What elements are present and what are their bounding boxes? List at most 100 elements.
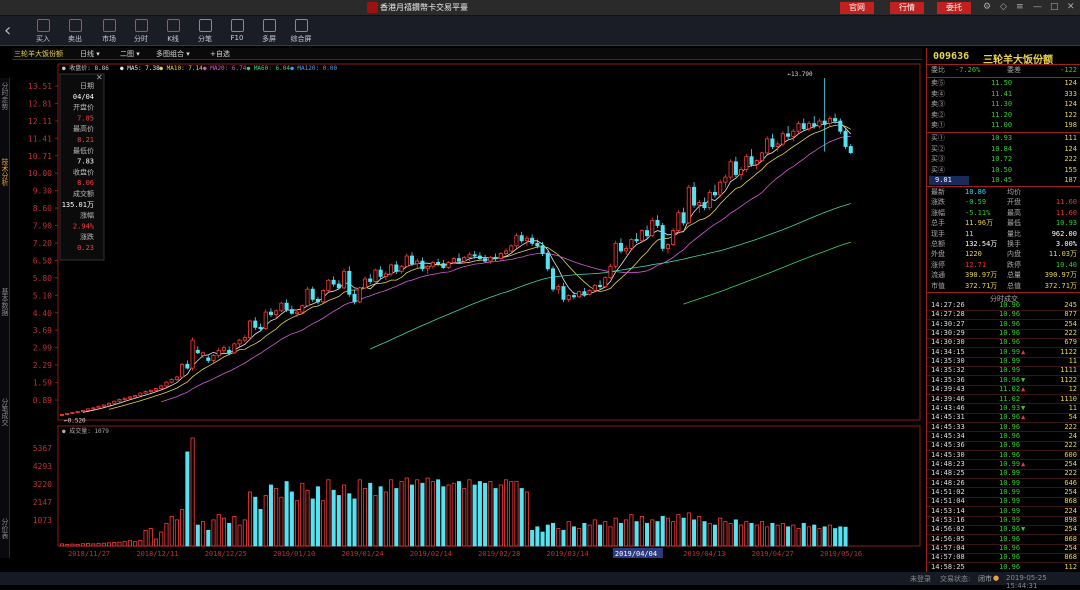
volume-bar (180, 509, 185, 547)
settings-icon[interactable]: ⚙ (983, 2, 992, 12)
add-favorite-button[interactable]: +自选 (210, 50, 230, 58)
tick-time: 14:39:46 (931, 394, 965, 403)
toolbar-kline-button[interactable]: K线 (160, 19, 186, 44)
close-icon[interactable]: ✕ (1067, 2, 1075, 12)
stat-value: 11.96万 (965, 219, 994, 228)
tick-price: 10.96 (999, 301, 1021, 309)
tick-row-divider (927, 515, 1080, 517)
price-tick-label: 4.40 (33, 309, 52, 318)
bid-row: 买④ 10.50 155 (931, 166, 1077, 175)
date-tick-label: 2018/12/11 (136, 550, 178, 558)
candle-body (838, 120, 843, 132)
stat-label: 市值 (931, 281, 945, 290)
quote-button[interactable]: 行情 (890, 2, 924, 14)
tick-volume: 254 (1064, 525, 1077, 534)
candle-body (796, 123, 801, 132)
toolbar-multiscreen-button[interactable]: 多屏 (256, 19, 282, 44)
ask-row: 卖⑤ 11.50 124 (931, 79, 1077, 88)
security-name-tab[interactable]: 三轮羊大饭份额 (14, 50, 63, 58)
volume-bar (420, 482, 425, 547)
volume-bar (770, 522, 775, 547)
toolbar-f10-button[interactable]: F10 (224, 19, 250, 42)
toolbar-timeshare-button[interactable]: 分时 (128, 19, 154, 44)
tick-price: 10.96 (999, 441, 1021, 450)
website-button[interactable]: 官网 (840, 2, 874, 14)
candle-body (451, 258, 456, 263)
leftnav-item-3[interactable]: 分笔成交 (1, 398, 9, 426)
volume-bar (645, 522, 650, 547)
maximize-icon[interactable]: □ (1050, 2, 1059, 12)
toolbar-buy-button[interactable]: 买入 (30, 19, 56, 44)
candle-body (305, 288, 310, 307)
candle-body (221, 347, 226, 351)
toolbar-market-button[interactable]: 市场 (96, 19, 122, 44)
selected-price-box[interactable]: 9.01 (929, 176, 969, 185)
volume-bar (806, 526, 812, 547)
tick-time: 14:45:30 (931, 450, 965, 459)
kline-chart[interactable]: 13.51 12.81 12.11 11.41 10.71 10.00 9.30 8.60 7.… (12, 60, 922, 570)
date-tick-label: 2019/01/10 (273, 550, 315, 558)
volume-bar (514, 481, 519, 547)
volume-bar (477, 481, 482, 547)
price-tick-label: 12.81 (28, 99, 52, 108)
minimize-icon[interactable]: — (1033, 2, 1042, 12)
toolbar-overview-button[interactable]: 综合屏 (288, 19, 314, 44)
price-tick-label: 7.20 (33, 239, 52, 248)
tick-volume: 600 (1064, 450, 1077, 459)
skin-icon[interactable]: ◇ (1000, 2, 1007, 12)
info-open-label: 开盘价 (73, 103, 94, 112)
candle-body (603, 277, 608, 288)
chart-tab-bar: 三轮羊大饭份额 日线 ▾ 二图 ▾ 多图组合 ▾ +自选 (12, 48, 922, 60)
candle-body (754, 160, 759, 165)
candle-body (697, 202, 702, 206)
down-arrow-icon: ▼ (1021, 403, 1026, 412)
leftnav-item-0[interactable]: 分时走势 (1, 82, 9, 110)
candle-body (629, 239, 634, 249)
candle-body (237, 339, 242, 345)
pane-select[interactable]: 二图 ▾ (120, 50, 140, 58)
tick-row: 14:39:43 11.02 12 ▲ (931, 385, 1077, 394)
stat-label-2: 跌停 (1007, 260, 1021, 269)
volume-bar (686, 512, 691, 547)
candle-body (733, 161, 738, 175)
candle-body (143, 391, 148, 394)
webi-label: 委比 (931, 66, 945, 74)
candle-body (159, 385, 164, 389)
volume-tick-label: 5367 (33, 444, 52, 453)
tick-price: 10.99 (999, 516, 1021, 525)
tick-time: 14:48:26 (931, 478, 965, 487)
tick-time: 14:27:28 (931, 310, 965, 319)
trade-button[interactable]: 委托 (937, 2, 971, 14)
candle-body (321, 290, 326, 303)
tick-row: 14:53:14 10.99 224 (931, 507, 1077, 516)
leftnav-item-1[interactable]: 技术分析 (1, 158, 9, 186)
back-arrow-icon[interactable]: ‹ (4, 20, 12, 41)
volume-bar (467, 479, 472, 547)
overlay-select[interactable]: 多图组合 ▾ (156, 50, 190, 58)
menu-icon[interactable]: ≡ (1016, 2, 1024, 12)
tick-price: 10.93 (999, 403, 1021, 412)
toolbar-sell-button[interactable]: 卖出 (62, 19, 88, 44)
candle-body (383, 273, 388, 277)
ma-legend-item: ● MA60: 6.04 (247, 65, 291, 72)
candle-body (154, 388, 159, 391)
candle-body (739, 169, 744, 175)
period-select[interactable]: 日线 ▾ (80, 50, 100, 58)
security-code: 009636 (933, 51, 970, 62)
down-arrow-icon: ▼ (1021, 525, 1026, 534)
toolbar-label: 市场 (102, 35, 116, 43)
volume-bar (295, 500, 300, 547)
login-status: 未登录 (910, 575, 931, 583)
candle-body (101, 404, 106, 407)
price-tick-label: 7.90 (33, 222, 52, 231)
tick-time: 14:48:23 (931, 459, 965, 468)
period-label: 日线 (80, 50, 94, 58)
tick-time: 14:53:14 (931, 506, 965, 515)
stat-value: 1220 (965, 250, 982, 259)
info-vol: 135.01万 (62, 201, 94, 209)
info-box-close-icon[interactable]: ✕ (96, 73, 103, 82)
leftnav-item-2[interactable]: 基本数据 (1, 288, 9, 316)
toolbar-tick-button[interactable]: 分笔 (192, 19, 218, 44)
leftnav-item-4[interactable]: 分价表 (1, 518, 9, 539)
candle-body (80, 409, 85, 412)
